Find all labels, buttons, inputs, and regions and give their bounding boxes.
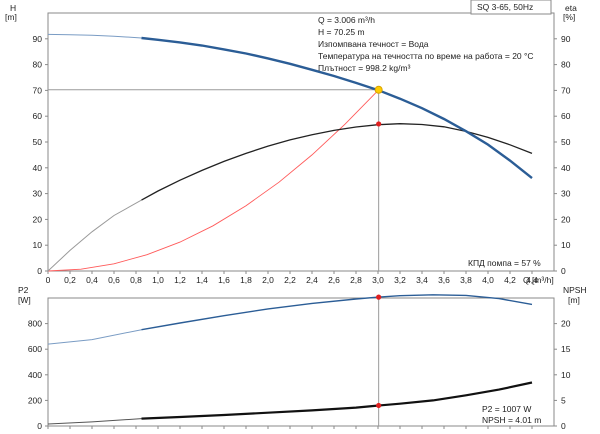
x-tick-label: 0,4 (86, 275, 98, 285)
y-left-label-p2: P2 (18, 285, 29, 295)
duty-point-npsh-marker (376, 402, 382, 409)
x-tick-label: 0 (46, 275, 51, 285)
npsh-thin-segment (47, 418, 142, 425)
head-curve (141, 36, 533, 180)
info-temperature: Температура на течността по време на раб… (318, 51, 534, 61)
lower-axes: 0 200 400 600 800 0 5 10 15 20 (28, 319, 571, 431)
y-right-tick-label: 30 (561, 189, 571, 199)
y-left-tick-label: 20 (33, 214, 43, 224)
y-right-label-eta: eta (565, 3, 577, 13)
upper-chart-panel: 0 0,2 0,4 0,6 0,8 1,0 1,2 1,4 1,6 1,8 2,0 2,2 2,4 2,6… (5, 0, 577, 285)
x-tick-label: 4,2 (504, 275, 516, 285)
y-right-tick-label: 90 (561, 34, 571, 44)
lower-y-left-tick-label: 0 (37, 421, 42, 431)
y-right-tick-label: 70 (561, 85, 571, 95)
lower-y-left-tick-label: 200 (28, 395, 42, 405)
lower-y-right-tick-label: 0 (561, 421, 566, 431)
y-right-label-npsh-unit: [m] (568, 295, 580, 305)
y-left-label-p2-unit: [W] (18, 295, 31, 305)
system-curve (47, 89, 380, 272)
x-tick-label: 4,0 (482, 275, 494, 285)
upper-grid (48, 89, 380, 271)
x-tick-label: 0,6 (108, 275, 120, 285)
x-tick-label: 0,8 (130, 275, 142, 285)
y-left-tick-label: 70 (33, 85, 43, 95)
lower-y-right-tick-label: 20 (561, 319, 571, 329)
y-right-tick-label: 10 (561, 240, 571, 250)
y-left-tick-label: 0 (37, 266, 42, 276)
x-tick-label: 2,4 (306, 275, 318, 285)
x-tick-label: 2,8 (350, 275, 362, 285)
x-tick-label: 0,2 (64, 275, 76, 285)
x-tick-label: 3,8 (460, 275, 472, 285)
model-box: SQ 3-65, 50Hz (470, 0, 552, 15)
head-thin-segment (47, 33, 142, 39)
efficiency-thin-segment (47, 199, 142, 272)
lower-plot-frame (47, 297, 555, 427)
y-right-tick-label: 50 (561, 137, 571, 147)
power-curve (141, 294, 533, 331)
lower-y-left-tick-label: 600 (28, 344, 42, 354)
y-left-tick-label: 80 (33, 60, 43, 70)
power-thin-segment (47, 329, 142, 345)
y-left-tick-label: 30 (33, 189, 43, 199)
y-left-tick-label: 60 (33, 111, 43, 121)
x-tick-label: 2,2 (284, 275, 296, 285)
y-right-tick-label: 80 (561, 60, 571, 70)
x-tick-label: 1,0 (152, 275, 164, 285)
efficiency-label: КПД помпа = 57 % (468, 258, 541, 268)
lower-y-right-tick-label: 15 (561, 344, 571, 354)
y-left-tick-label: 40 (33, 163, 43, 173)
npsh-curve (141, 381, 533, 420)
y-left-label-h-unit: [m] (5, 12, 17, 22)
y-right-label-eta-unit: [%] (563, 12, 575, 22)
lower-y-right-tick-label: 10 (561, 370, 571, 380)
info-flow: Q = 3.006 m³/h (318, 15, 375, 25)
x-tick-label: 4,4 (526, 275, 538, 285)
x-tick-label: 1,8 (240, 275, 252, 285)
y-right-tick-label: 20 (561, 214, 571, 224)
x-tick-label: 3,0 (372, 275, 384, 285)
lower-y-right-tick-label: 5 (561, 395, 566, 405)
y-left-label-h: H (10, 3, 16, 13)
model-box-text: SQ 3-65, 50Hz (477, 2, 533, 12)
y-left-tick-label: 50 (33, 137, 43, 147)
y-left-tick-label: 10 (33, 240, 43, 250)
info-density: Плътност = 998.2 kg/m³ (318, 63, 411, 73)
y-left-tick-label: 90 (33, 34, 43, 44)
lower-y-left-tick-label: 400 (28, 370, 42, 380)
y-right-tick-label: 0 (561, 266, 566, 276)
duty-point-power-marker (376, 294, 382, 300)
lower-y-left-tick-label: 800 (28, 319, 42, 329)
info-head: H = 70.25 m (318, 27, 365, 37)
duty-point-efficiency-marker (376, 121, 382, 127)
upper-axes: 0 0,2 0,4 0,6 0,8 1,0 1,2 1,4 1,6 1,8 2,0 2,2 2,4 2,6… (33, 34, 571, 285)
y-right-tick-label: 60 (561, 111, 571, 121)
x-axis-label: Q [m³/h] (523, 275, 554, 285)
y-right-tick-label: 40 (561, 163, 571, 173)
duty-point-info: Q = 3.006 m³/h H = 70.25 m Изпомпвана те… (318, 15, 534, 73)
x-tick-label: 3,6 (438, 275, 450, 285)
upper-series (47, 33, 533, 272)
x-tick-label: 2,0 (262, 275, 274, 285)
lower-chart-panel: 0 200 400 600 800 0 5 10 15 20 P2 [W] NPSH [m] P2… (18, 285, 587, 431)
x-tick-label: 3,2 (394, 275, 406, 285)
lower-series (47, 294, 533, 425)
x-tick-label: 2,6 (328, 275, 340, 285)
y-right-label-npsh: NPSH (563, 285, 587, 295)
x-tick-label: 1,4 (196, 275, 208, 285)
power-label: P2 = 1007 W (482, 404, 531, 414)
duty-point-head-marker (374, 85, 383, 94)
x-tick-label: 3,4 (416, 275, 428, 285)
x-tick-label: 1,2 (174, 275, 186, 285)
x-tick-label: 1,6 (218, 275, 230, 285)
npsh-label: NPSH = 4.01 m (482, 415, 541, 425)
info-liquid: Изпомпвана течност = Вода (318, 39, 429, 49)
